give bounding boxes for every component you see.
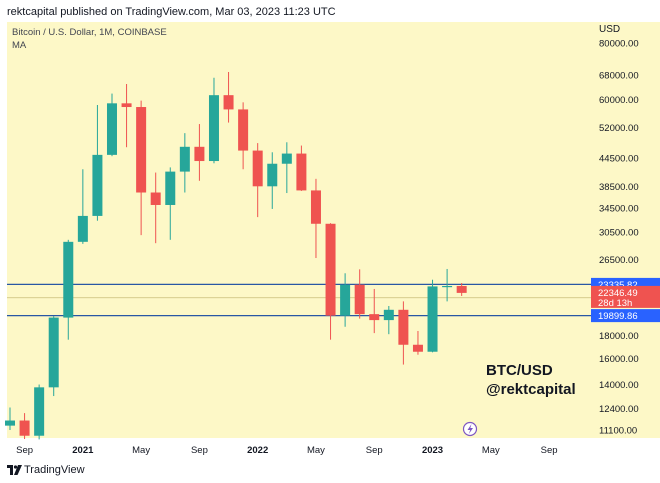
symbol-legend: Bitcoin / U.S. Dollar, 1M, COINBASE (12, 27, 167, 38)
tradingview-brand[interactable]: TradingView (24, 464, 85, 476)
candle-body (208, 95, 219, 162)
price-axis[interactable] (591, 22, 660, 438)
currency-label: USD (599, 24, 621, 35)
y-tick-label: 52000.00 (599, 123, 639, 134)
candle-body (223, 95, 234, 110)
x-tick-label: May (482, 445, 500, 456)
x-tick-label: Sep (191, 445, 208, 456)
x-tick-label: 2022 (247, 445, 268, 456)
x-tick-label: 2023 (422, 445, 443, 456)
last-price-badge (591, 285, 660, 308)
candle-body (34, 387, 45, 436)
candle-body (150, 192, 161, 205)
candle-body (5, 420, 15, 426)
level-price-text: 23335.82 (598, 280, 638, 291)
candle-body (398, 309, 409, 345)
candle-body (19, 420, 30, 436)
candle-body (179, 146, 190, 172)
candle-body (63, 241, 74, 318)
y-tick-label: 12400.00 (599, 404, 639, 415)
candle-body (165, 171, 176, 205)
footer (0, 460, 660, 483)
annotation-pair: BTC/USD (486, 362, 553, 379)
candle-body (281, 153, 292, 164)
candle-body (252, 150, 263, 187)
y-tick-label: 14000.00 (599, 380, 639, 391)
y-tick-label: 26500.00 (599, 255, 639, 266)
candle-body (340, 284, 351, 316)
candle-body (383, 309, 394, 321)
candle-body (310, 190, 321, 224)
candle-body (325, 223, 336, 316)
candle-body (427, 286, 438, 352)
candle-body (267, 163, 278, 187)
ma-legend: MA (12, 40, 27, 51)
lightning-bolt-icon (467, 424, 473, 434)
publisher-header: rektcapital published on TradingView.com… (0, 0, 660, 22)
x-tick-label: May (307, 445, 325, 456)
y-tick-label: 68000.00 (599, 70, 639, 81)
y-tick-label: 60000.00 (599, 95, 639, 106)
candle-body (296, 153, 307, 191)
y-tick-label: 18000.00 (599, 331, 639, 342)
y-tick-label: 30500.00 (599, 227, 639, 238)
candle-body (77, 215, 88, 242)
tradingview-logo-icon[interactable] (7, 465, 23, 475)
countdown-text: 28d 13h (598, 298, 632, 309)
candle-body (48, 317, 59, 388)
y-tick-label: 11100.00 (599, 426, 637, 437)
candle-body (354, 284, 365, 315)
candle-body (369, 314, 380, 321)
y-tick-label: 16000.00 (599, 354, 639, 365)
candle-body (106, 103, 117, 155)
candle-body (456, 285, 467, 293)
candle-body (442, 285, 453, 288)
y-tick-label: 34500.00 (599, 203, 639, 214)
y-tick-label: 80000.00 (599, 39, 639, 50)
candle-body (238, 109, 249, 151)
last-price-text: 22346.49 (598, 288, 638, 299)
x-tick-label: Sep (16, 445, 33, 456)
plot-area[interactable] (7, 22, 591, 438)
candle-body (194, 146, 205, 162)
candle-body (412, 344, 423, 352)
x-tick-label: 2021 (72, 445, 94, 456)
chart-annotation: BTC/USD @rektcapital (486, 361, 576, 399)
y-tick-label: 44500.00 (599, 153, 639, 164)
annotation-author: @rektcapital (486, 381, 576, 398)
candle-body (136, 107, 147, 193)
candle-body (92, 154, 103, 216)
publisher-text: rektcapital published on TradingView.com… (7, 6, 336, 18)
level-price-text: 19899.86 (598, 311, 638, 322)
x-tick-label: Sep (541, 445, 558, 456)
x-tick-label: Sep (366, 445, 383, 456)
y-tick-label: 38500.00 (599, 182, 639, 193)
candle-body (121, 103, 132, 108)
x-tick-label: May (132, 445, 150, 456)
level-price-badge (591, 309, 660, 323)
